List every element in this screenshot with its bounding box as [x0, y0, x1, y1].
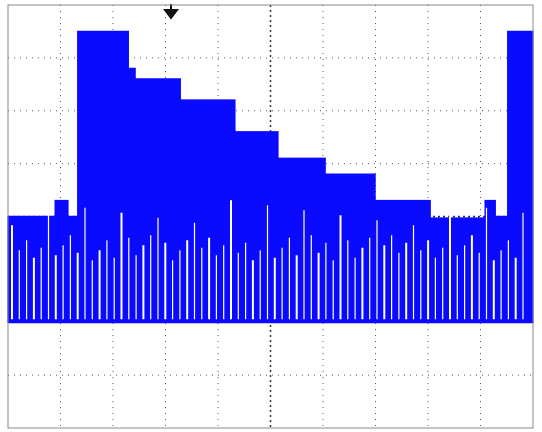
oscilloscope-screen [0, 0, 542, 432]
page: {"chart_data": {"type": "area", "color":… [0, 0, 542, 432]
